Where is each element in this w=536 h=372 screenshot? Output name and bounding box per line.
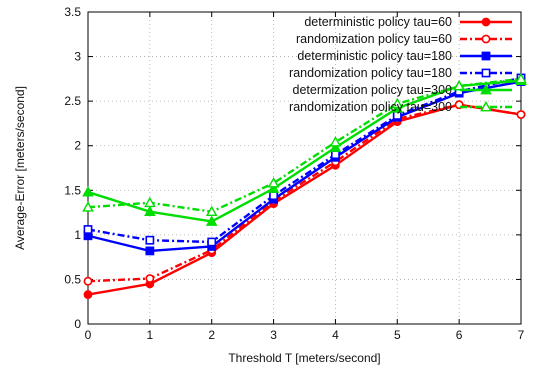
legend-entry: deterministic policy tau=180 [297,49,512,63]
ticks: 0 0.5 1 1.5 2 2.5 3 3.5 0 1 2 3 4 5 6 7 [64,5,524,342]
legend-entry: randomization policy tau=300 [289,100,512,114]
data-point [83,276,93,286]
data-point [480,83,492,95]
data-point [267,177,280,188]
data-point [144,205,156,217]
data-point [269,191,278,201]
data-point [82,186,94,197]
data-point [207,237,217,247]
x-tick-label: 0 [85,328,92,342]
y-tick-label: 2 [74,139,81,153]
data-point [480,100,492,112]
data-point [481,17,491,27]
data-point [453,79,465,91]
data-point [83,225,93,234]
data-point [516,110,526,119]
y-axis-label: Average-Error [meters/second] [13,86,27,250]
data-point [145,235,155,245]
x-tick-label: 6 [456,328,463,342]
data-point [145,274,155,283]
x-tick-label: 5 [394,328,401,342]
data-point [329,136,342,147]
data-point [267,182,280,193]
series-line [87,103,522,283]
data-point [329,141,342,152]
legend-entry: deterministic policy tau=60 [304,15,512,29]
legend-label: determization policy tau=300 [293,83,453,97]
series-2 [83,100,526,286]
x-tick-label: 4 [332,328,339,342]
legend-label: deterministic policy tau=60 [304,15,452,29]
x-tick-label: 2 [208,328,215,342]
data-point [481,68,491,78]
data-point [391,97,404,109]
data-point [481,34,491,44]
legend-label: randomization policy tau=300 [289,100,452,114]
legend-entry: determization policy tau=300 [293,83,512,97]
x-tick-label: 1 [147,328,154,342]
series-layer [82,72,527,299]
series-line [87,103,522,296]
x-tick-label: 7 [518,328,525,342]
legend-label: randomization policy tau=60 [296,32,452,46]
y-tick-label: 2.5 [64,94,81,108]
legend-label: randomization policy tau=180 [289,66,452,80]
y-tick-label: 3.5 [64,5,81,19]
x-axis-label: Threshold T [meters/second] [228,351,380,365]
legend-entry: randomization policy tau=180 [289,66,512,80]
y-tick-label: 3 [74,50,81,64]
data-point [205,205,218,217]
y-tick-label: 1.5 [64,183,81,197]
x-tick-label: 3 [270,328,277,342]
data-point [145,246,155,256]
data-point [515,72,527,84]
grid [88,12,521,324]
legend-label: deterministic policy tau=180 [297,49,452,63]
data-point [83,290,93,299]
series-line [87,77,522,213]
data-point [82,201,94,212]
y-tick-label: 0 [74,317,81,331]
y-tick-label: 0.5 [64,272,81,286]
legend-entry: randomization policy tau=60 [296,32,512,46]
legend: deterministic policy tau=60 randomization… [289,15,512,114]
y-tick-label: 1 [74,228,81,242]
series-line [87,80,522,253]
data-point [144,196,156,208]
plot-frame [87,11,522,325]
data-point [205,215,218,226]
data-point [481,51,491,61]
series-6 [82,72,527,217]
data-point [331,150,340,160]
